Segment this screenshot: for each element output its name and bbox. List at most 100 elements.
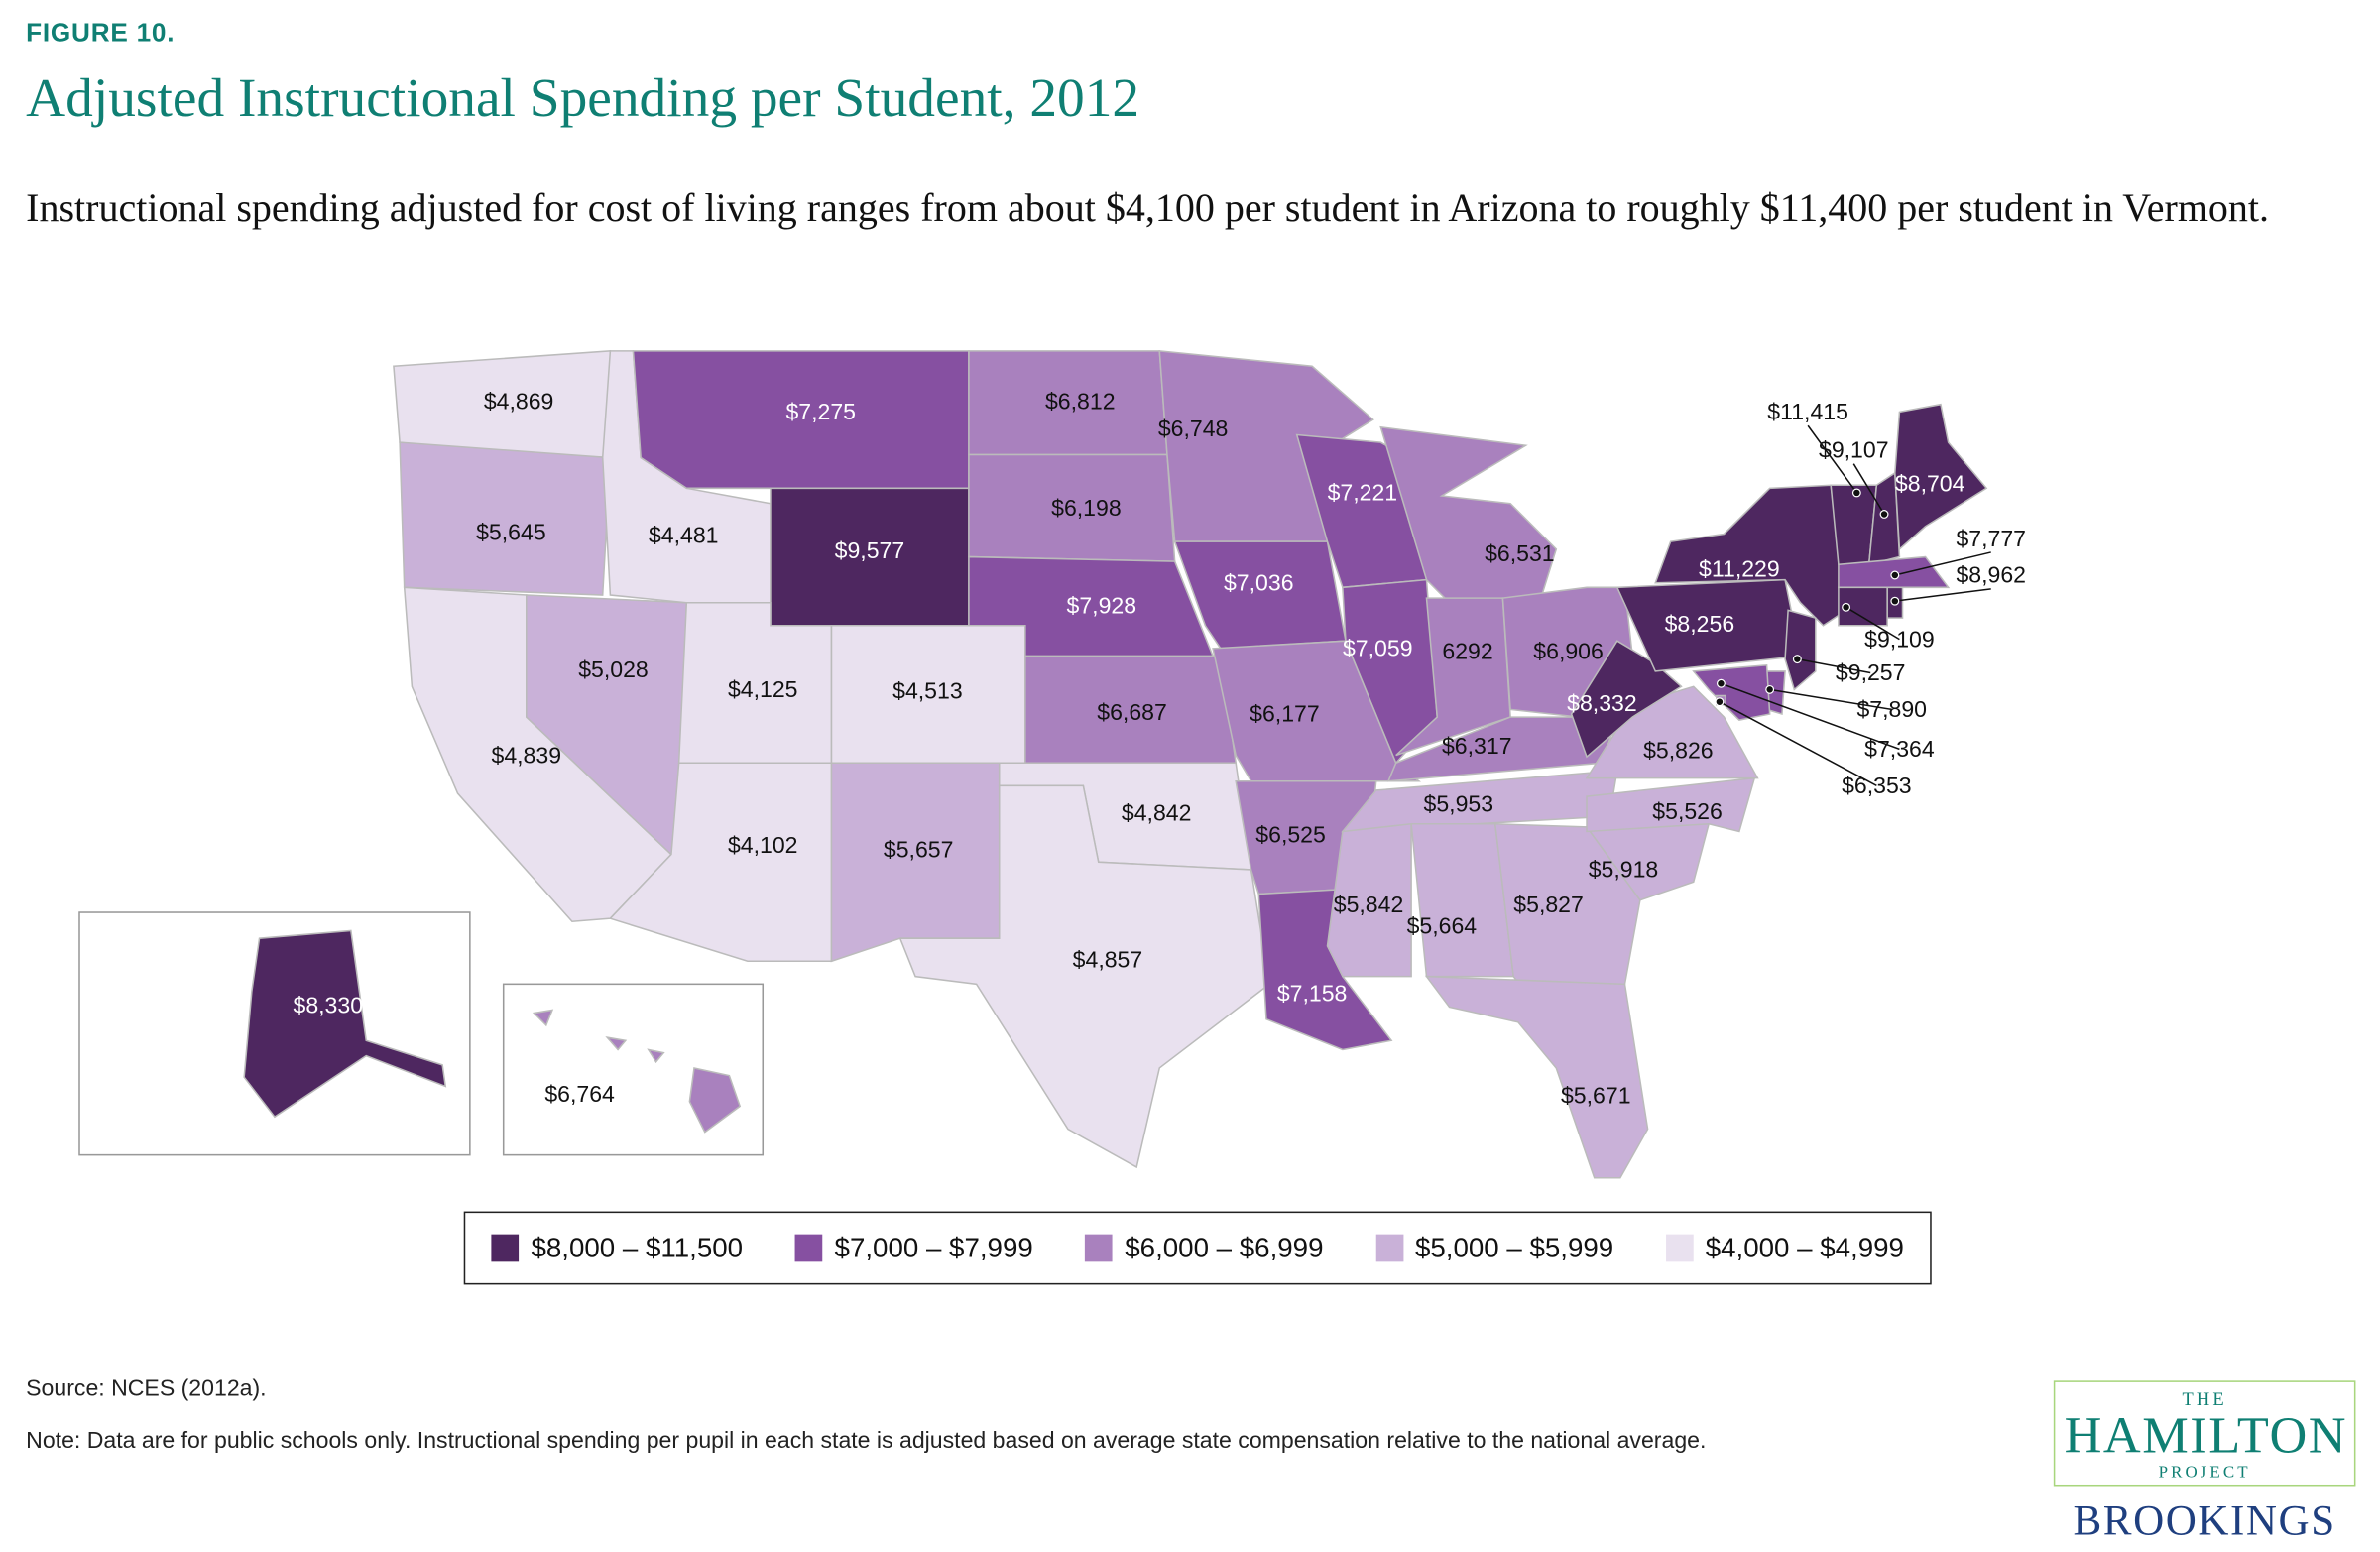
state-value-label: $7,777: [1956, 526, 2026, 551]
legend-swatch: [794, 1234, 823, 1262]
us-map: $4,869 $5,645 $4,839 $5,028 $4,481 $7,275 $9,5…: [78, 349, 2026, 1179]
state-value-label: $4,842: [1122, 800, 1192, 826]
state-value-label: $6,353: [1842, 773, 1912, 798]
state-value-label: $11,415: [1767, 399, 1848, 424]
legend-swatch: [491, 1234, 520, 1262]
state-value-label: $9,257: [1836, 659, 1906, 685]
state-ms: [1326, 822, 1412, 978]
state-value-label: $9,109: [1864, 626, 1935, 652]
state-value-label: $6,317: [1442, 733, 1512, 759]
state-value-label: $5,664: [1407, 913, 1478, 939]
state-value-label: $5,918: [1589, 857, 1659, 883]
state-value-label: $6,764: [544, 1081, 615, 1107]
state-value-label: $6,748: [1158, 416, 1229, 441]
figure-label: FIGURE 10.: [26, 18, 176, 48]
legend-label: $8,000 – $11,500: [531, 1232, 744, 1263]
legend-label: $6,000 – $6,999: [1125, 1232, 1324, 1263]
footnote: Note: Data are for public schools only. …: [26, 1428, 1707, 1455]
leader-line: [1807, 424, 1857, 494]
state-value-label: $5,953: [1424, 790, 1494, 816]
leader-line: [1845, 606, 1900, 641]
state-value-label: $4,857: [1073, 946, 1143, 972]
state-value-label: 6292: [1442, 639, 1492, 664]
state-value-label: $4,102: [728, 832, 798, 858]
legend-item: $7,000 – $7,999: [794, 1232, 1033, 1263]
leader-line: [1852, 463, 1885, 515]
leader-dot: [1851, 488, 1861, 498]
leader-dot: [1715, 697, 1725, 707]
hamilton-brookings-logo: THE HAMILTON PROJECT BROOKINGS: [2045, 1380, 2365, 1547]
legend-item: $4,000 – $4,999: [1665, 1232, 1904, 1263]
state-me: [1894, 403, 1988, 551]
logo-hamilton: HAMILTON: [2064, 1408, 2348, 1465]
state-value-label: $6,198: [1051, 495, 1122, 521]
state-value-label: $6,525: [1255, 821, 1326, 847]
state-value-label: $5,657: [884, 837, 954, 863]
state-value-label: $7,221: [1328, 480, 1398, 506]
state-value-label: $8,330: [294, 993, 364, 1018]
legend-label: $4,000 – $4,999: [1705, 1232, 1904, 1263]
state-value-label: $5,028: [578, 657, 649, 682]
state-fl: [1424, 975, 1649, 1179]
legend-swatch: [1375, 1234, 1403, 1262]
leader-line: [1721, 682, 1900, 751]
source-note: Source: NCES (2012a).: [26, 1375, 267, 1402]
state-value-label: $6,531: [1485, 540, 1555, 566]
leader-dot: [1879, 510, 1889, 519]
leader-dot: [1716, 678, 1726, 688]
state-value-label: $7,364: [1864, 736, 1935, 762]
state-value-label: $5,526: [1652, 798, 1723, 824]
state-hi: [647, 1048, 665, 1064]
state-or: [399, 441, 612, 596]
legend-item: $5,000 – $5,999: [1375, 1232, 1613, 1263]
state-hi: [605, 1036, 628, 1051]
state-value-label: $6,687: [1097, 699, 1167, 725]
legend-swatch: [1665, 1234, 1694, 1262]
state-value-label: $5,645: [476, 520, 546, 545]
leader-dot: [1792, 655, 1802, 664]
state-value-label: $8,256: [1665, 611, 1735, 637]
legend-swatch: [1085, 1234, 1113, 1262]
leader-dot: [1765, 684, 1775, 694]
state-value-label: $7,890: [1856, 696, 1927, 722]
state-value-label: $7,928: [1067, 592, 1137, 618]
state-value-label: $5,842: [1334, 892, 1404, 917]
alaska-inset-frame: [78, 911, 471, 1156]
state-nc: [1586, 776, 1756, 833]
legend-item: $8,000 – $11,500: [491, 1232, 743, 1263]
legend-item: $6,000 – $6,999: [1085, 1232, 1323, 1263]
state-ak: [243, 929, 447, 1119]
state-value-label: $5,826: [1643, 738, 1714, 764]
state-value-label: $11,229: [1699, 556, 1780, 582]
state-value-label: $9,107: [1819, 437, 1889, 463]
state-value-label: $6,177: [1250, 701, 1320, 727]
leader-line: [1719, 701, 1877, 787]
logo-project: PROJECT: [2158, 1463, 2251, 1482]
state-value-label: $8,704: [1895, 470, 1965, 496]
logo-brookings: BROOKINGS: [2073, 1497, 2336, 1546]
leader-line: [1894, 588, 1991, 602]
state-hi: [532, 1009, 554, 1027]
state-nh: [1867, 471, 1901, 566]
state-value-label: $6,906: [1533, 639, 1604, 664]
state-md: [1692, 663, 1771, 722]
legend: $8,000 – $11,500 $7,000 – $7,999 $6,000 …: [463, 1211, 1932, 1285]
leader-line: [1894, 551, 1991, 576]
state-value-label: $5,827: [1513, 892, 1584, 917]
leader-line: [1769, 688, 1892, 711]
state-value-label: $7,059: [1343, 636, 1413, 661]
state-value-label: $4,839: [492, 742, 562, 768]
chart-title: Adjusted Instructional Spending per Stud…: [26, 66, 1140, 129]
state-in: [1395, 597, 1511, 757]
state-value-label: $7,036: [1224, 569, 1294, 595]
state-value-label: $4,481: [649, 523, 719, 548]
logo-the: THE: [2182, 1388, 2227, 1410]
leader-dot: [1890, 570, 1900, 580]
state-value-label: $4,125: [728, 676, 798, 702]
state-value-label: $4,513: [892, 678, 963, 704]
legend-label: $5,000 – $5,999: [1415, 1232, 1614, 1263]
leader-dot: [1842, 602, 1851, 612]
state-nj: [1784, 609, 1817, 691]
state-value-label: $5,671: [1561, 1082, 1631, 1108]
